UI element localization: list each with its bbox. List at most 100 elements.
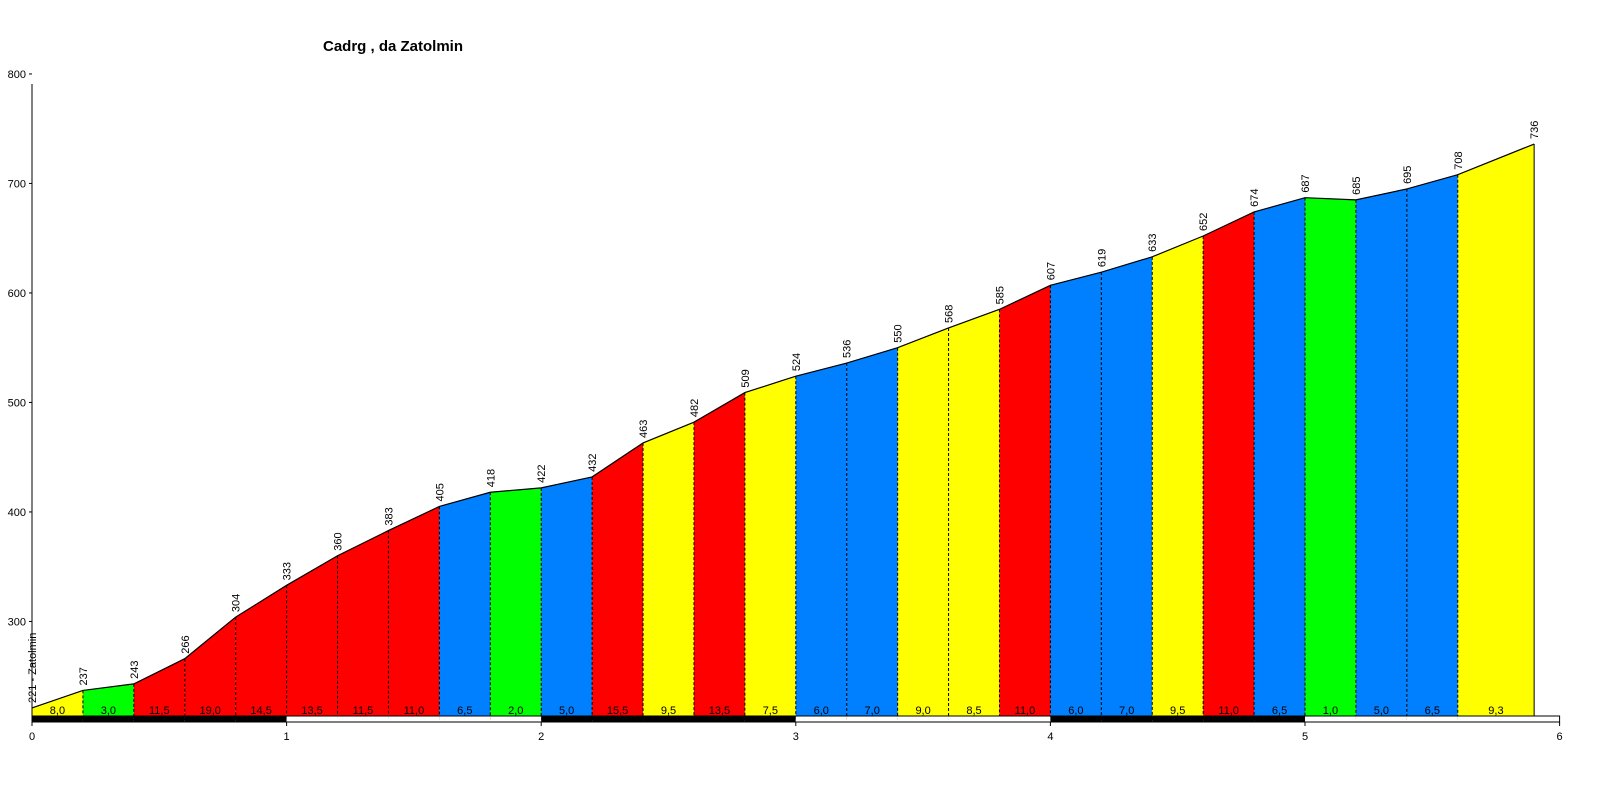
scale-bar-cell xyxy=(1457,716,1509,722)
profile-polyline xyxy=(31,143,1535,709)
gradient-label: 8,5 xyxy=(966,705,981,717)
scale-bar-cell xyxy=(388,716,440,722)
segment-area xyxy=(439,492,491,720)
x-tick-label: 0 xyxy=(29,731,35,743)
gradient-label: 6,5 xyxy=(1425,705,1440,717)
scale-bar-cell xyxy=(1406,716,1458,722)
axes: 300 400 500 600 700 800 0 1 2 3 4 5 6 xyxy=(8,69,1563,743)
gradient-label: 15,5 xyxy=(607,705,628,717)
gradient-label: 9,5 xyxy=(1170,705,1185,717)
elevation-label: 695 xyxy=(1402,166,1414,184)
elevation-label: 536 xyxy=(842,340,854,358)
segment-area xyxy=(1305,197,1356,720)
x-tick-label: 3 xyxy=(793,731,799,743)
gradient-label: 6,5 xyxy=(1272,705,1287,717)
x-tick-label: 6 xyxy=(1557,731,1563,743)
scale-bar-cell xyxy=(693,716,745,722)
elevation-label: 585 xyxy=(994,286,1006,304)
segment-area xyxy=(795,363,847,720)
elevation-label: 736 xyxy=(1529,121,1541,139)
scale-bar-cell xyxy=(32,716,83,722)
y-tick-label: 800 xyxy=(8,69,26,81)
elevation-label: 674 xyxy=(1249,189,1261,207)
scale-bar-cell xyxy=(286,716,338,722)
elevation-label: 418 xyxy=(485,469,497,487)
elevation-label: 607 xyxy=(1045,262,1057,280)
gradient-label: 2,0 xyxy=(508,705,523,717)
segment-area xyxy=(32,690,83,720)
y-tick-label: 400 xyxy=(8,507,26,519)
elevation-label: 304 xyxy=(231,594,243,612)
segment-area xyxy=(948,309,1000,720)
scale-bar-cell xyxy=(337,716,389,722)
segment-area xyxy=(643,422,694,720)
elevation-label: 432 xyxy=(587,454,599,472)
scale-bar-cell xyxy=(82,716,134,722)
scale-bar-cell xyxy=(744,716,796,722)
gradient-label: 11,0 xyxy=(1218,705,1239,717)
elevation-label: 685 xyxy=(1351,177,1363,195)
scale-bar-cell xyxy=(795,716,847,722)
elevation-label: 405 xyxy=(434,483,446,501)
elevation-label: 360 xyxy=(333,532,345,550)
x-tick-label: 2 xyxy=(538,731,544,743)
segment-area xyxy=(184,617,236,720)
gradient-label: 9,0 xyxy=(915,705,930,717)
elevation-label: 482 xyxy=(689,399,701,417)
segment-area xyxy=(133,658,185,720)
gradient-label: 9,5 xyxy=(661,705,676,717)
segment-area xyxy=(388,506,440,720)
scale-bar-cell xyxy=(948,716,1000,722)
scale-bar-cell xyxy=(643,716,694,722)
y-tick-label: 600 xyxy=(8,288,26,300)
elevation-label: 422 xyxy=(536,465,548,483)
scale-bar-cell xyxy=(1101,716,1153,722)
elevation-label: 524 xyxy=(791,353,803,371)
start-label: 221 - Zatolmin xyxy=(27,633,39,703)
segment-area xyxy=(337,530,389,720)
gradient-label: 11,5 xyxy=(353,705,374,717)
elevation-label: 266 xyxy=(180,635,192,653)
segment-area xyxy=(999,285,1051,720)
segment-area xyxy=(1406,174,1458,720)
segment-areas xyxy=(32,144,1535,721)
gradient-label: 7,0 xyxy=(865,705,880,717)
gradient-label: 5,0 xyxy=(1374,705,1389,717)
gradient-label: 11,0 xyxy=(404,705,425,717)
elevation-label: 633 xyxy=(1147,233,1159,251)
scale-bar-cell xyxy=(490,716,542,722)
scale-bar-cell xyxy=(541,716,593,722)
segment-area xyxy=(693,392,745,720)
y-tick-label: 700 xyxy=(8,178,26,190)
y-tick-label: 300 xyxy=(8,616,26,628)
elevation-labels: 221 - Zatolmin 237 243 266 304 333 360 383 405 41… xyxy=(27,121,1541,703)
elevation-label: 237 xyxy=(78,667,90,685)
gradient-label: 13,5 xyxy=(709,705,730,717)
elevation-label: 383 xyxy=(383,507,395,525)
elevation-label: 652 xyxy=(1198,213,1210,231)
scale-bar-cell xyxy=(1305,716,1356,722)
distance-scale-bar xyxy=(31,715,1561,723)
gradient-label: 6,0 xyxy=(1068,705,1083,717)
gradient-label: 8,0 xyxy=(50,705,65,717)
elevation-label: 509 xyxy=(740,369,752,387)
scale-bar-cell xyxy=(133,716,185,722)
scale-bar-cell xyxy=(846,716,898,722)
gradient-label: 1,0 xyxy=(1323,705,1338,717)
scale-bar-cell xyxy=(999,716,1051,722)
elevation-label: 708 xyxy=(1453,151,1465,169)
segment-area xyxy=(1050,272,1102,720)
segment-area xyxy=(286,555,338,720)
gradient-label: 6,0 xyxy=(814,705,829,717)
segment-area xyxy=(1254,197,1305,720)
segment-area xyxy=(1101,256,1153,720)
gradient-label: 6,5 xyxy=(457,705,472,717)
gradient-label: 13,5 xyxy=(301,705,322,717)
scale-bar-cell xyxy=(592,716,644,722)
elevation-label: 333 xyxy=(282,562,294,580)
gradient-label: 7,0 xyxy=(1119,705,1134,717)
scale-bar-cell xyxy=(1203,716,1255,722)
segment-area xyxy=(490,487,542,720)
segment-area xyxy=(82,683,134,720)
scale-bar-cell xyxy=(1508,716,1560,722)
